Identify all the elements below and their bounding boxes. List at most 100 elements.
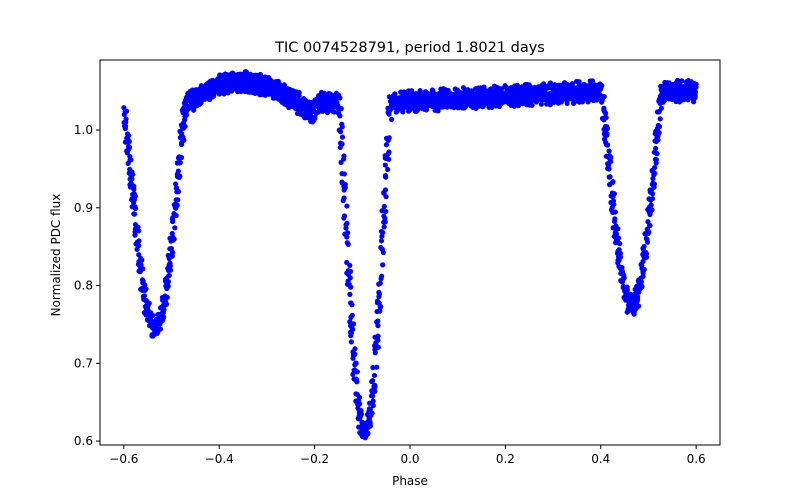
data-point [169, 230, 175, 237]
data-point [344, 234, 350, 240]
y-tick-label: 0.7 [74, 356, 93, 370]
data-point [646, 222, 653, 229]
data-point [606, 166, 612, 172]
data-point [383, 142, 390, 148]
data-point [679, 78, 685, 84]
data-point [541, 81, 547, 87]
data-point [131, 211, 138, 217]
data-point [370, 402, 376, 409]
data-point [341, 187, 347, 193]
data-point [382, 162, 388, 168]
data-point [372, 388, 378, 395]
x-tick-label: −0.4 [205, 452, 234, 466]
data-point [160, 310, 166, 316]
data-point [143, 286, 149, 292]
data-point [170, 218, 176, 225]
data-point [514, 82, 520, 88]
data-point [128, 157, 134, 163]
data-point [183, 112, 190, 118]
y-axis-label: Normalized PDC flux [49, 194, 63, 317]
data-point [383, 194, 389, 200]
data-point [604, 142, 611, 148]
data-point [141, 293, 148, 299]
data-point [648, 202, 654, 208]
data-point [375, 333, 381, 339]
data-point [617, 250, 623, 256]
data-point [178, 154, 185, 161]
y-tick-label: 0.9 [74, 201, 93, 215]
data-point [150, 312, 156, 319]
data-point [685, 97, 691, 103]
data-point [370, 393, 376, 399]
data-point [375, 323, 381, 329]
data-point [606, 148, 612, 154]
data-point [641, 243, 647, 250]
data-point [386, 156, 392, 162]
data-point [182, 123, 188, 130]
data-point [377, 308, 383, 314]
data-point [338, 106, 344, 112]
data-point [344, 203, 350, 209]
data-point [389, 116, 395, 122]
data-point [610, 179, 616, 185]
data-point [612, 209, 618, 215]
data-point [564, 100, 570, 107]
data-point [139, 257, 145, 263]
data-point [191, 107, 197, 113]
data-point [350, 371, 356, 378]
data-point [656, 130, 662, 136]
data-point [607, 174, 613, 180]
data-point [356, 401, 363, 407]
x-tick-label: 0.4 [591, 452, 610, 466]
data-point [238, 87, 244, 93]
data-point [352, 346, 358, 352]
data-point [365, 431, 371, 437]
data-point [615, 235, 622, 241]
data-point [347, 262, 353, 269]
data-point [692, 89, 699, 96]
data-point [613, 231, 620, 237]
data-point [126, 144, 133, 151]
data-point [345, 230, 351, 236]
data-point [132, 193, 138, 199]
data-point [551, 82, 558, 88]
data-point [171, 236, 177, 242]
data-point [296, 89, 302, 96]
data-point [381, 224, 387, 230]
data-point [349, 312, 355, 319]
data-point [337, 129, 344, 135]
data-point [386, 135, 392, 141]
data-point [174, 202, 180, 208]
data-point [603, 110, 609, 116]
data-point [126, 138, 132, 145]
data-point [136, 228, 142, 234]
data-point [157, 326, 164, 332]
data-point [312, 115, 318, 121]
data-point [123, 108, 130, 114]
data-point [640, 273, 646, 280]
data-point [357, 413, 364, 419]
data-point [165, 283, 171, 289]
data-point [621, 273, 627, 279]
data-point [657, 116, 663, 122]
data-point [382, 215, 388, 222]
data-point [173, 212, 179, 219]
data-point [611, 191, 617, 197]
data-point [352, 351, 358, 357]
data-point [488, 86, 494, 92]
data-point [347, 275, 353, 281]
data-point [166, 272, 172, 279]
data-point [352, 360, 359, 366]
data-point [376, 291, 383, 297]
data-point [641, 266, 647, 273]
data-point [243, 69, 249, 75]
data-point [372, 350, 378, 356]
data-point [126, 132, 132, 139]
data-point [654, 151, 660, 157]
data-point [635, 296, 641, 302]
data-point [339, 124, 345, 130]
data-point [173, 181, 179, 187]
x-tick-label: −0.2 [300, 452, 329, 466]
data-point [178, 141, 185, 148]
